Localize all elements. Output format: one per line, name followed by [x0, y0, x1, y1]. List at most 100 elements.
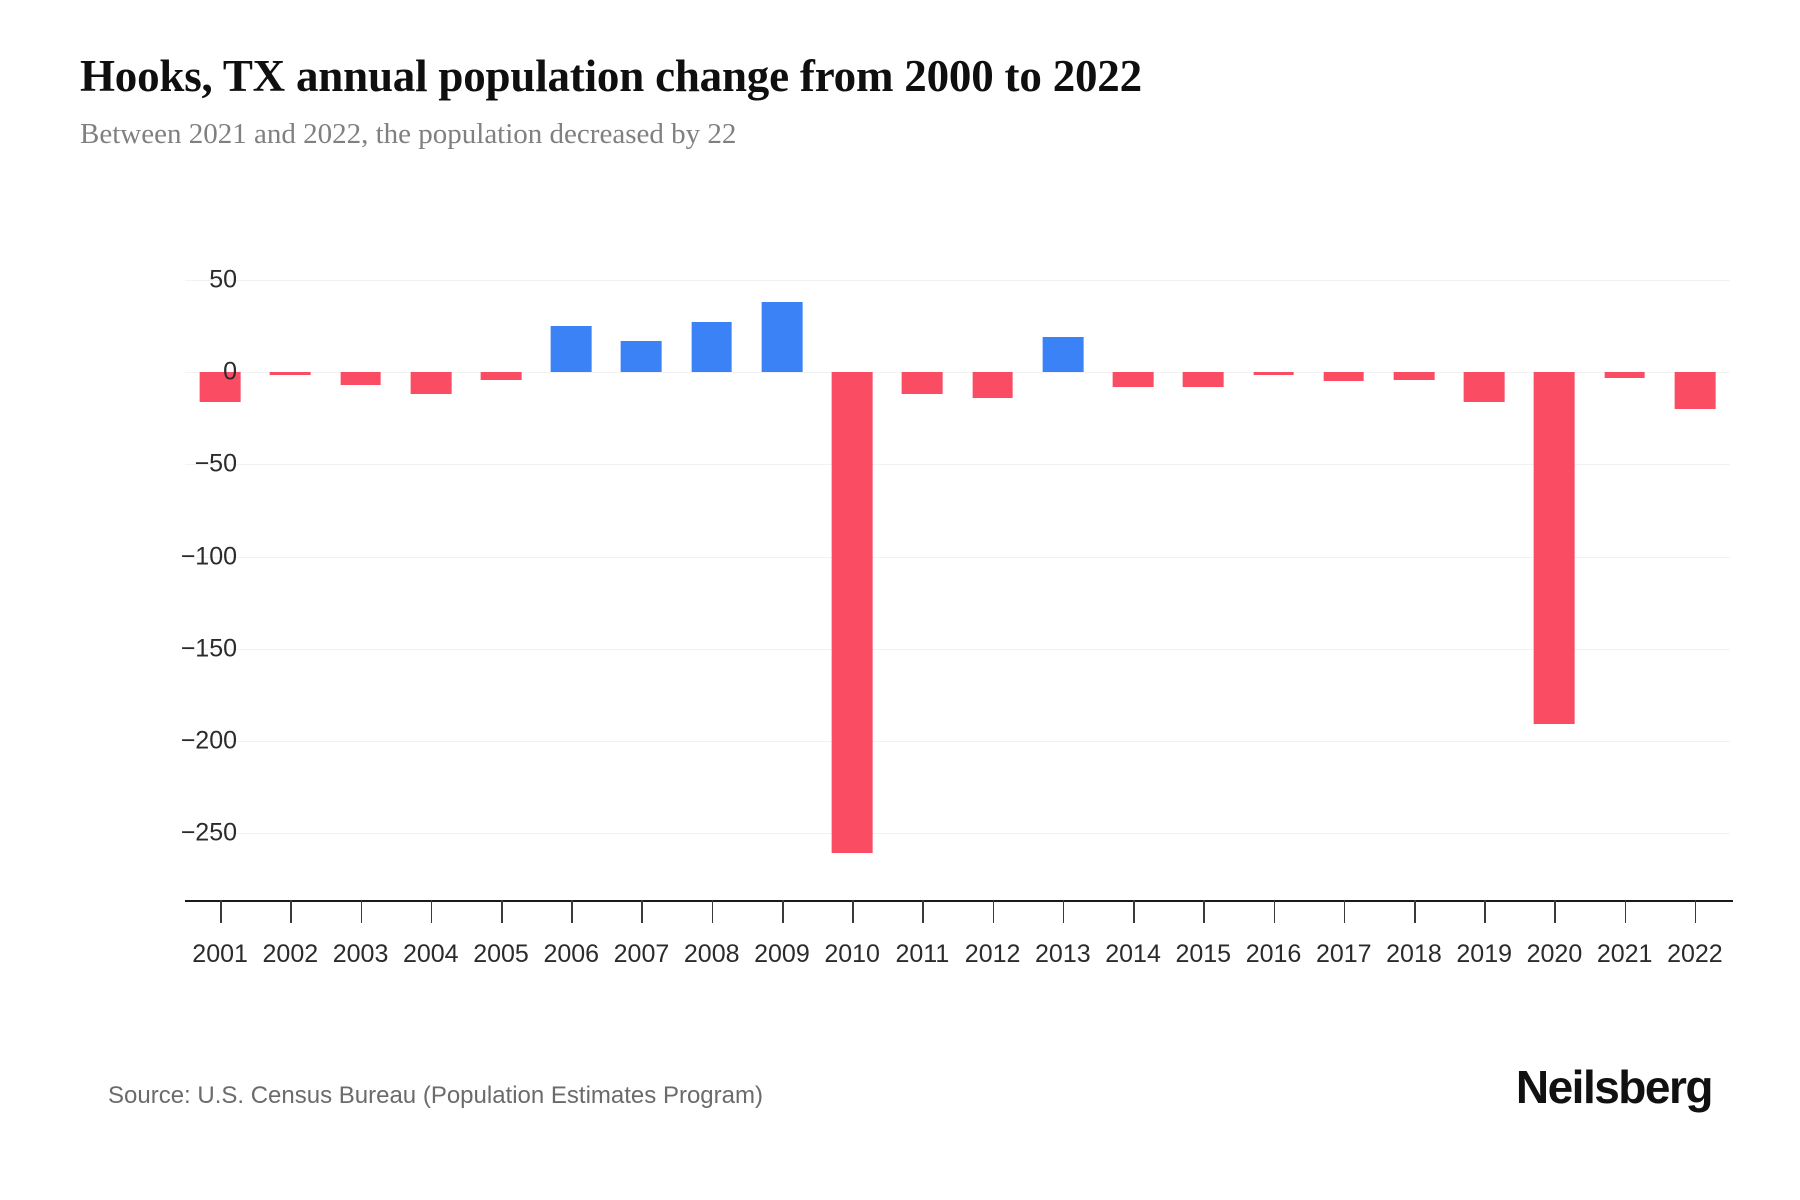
bar[interactable]	[1604, 372, 1645, 378]
bar-slot	[817, 280, 887, 870]
gridline	[185, 833, 1730, 835]
bar[interactable]	[410, 372, 452, 395]
bar-slot	[255, 280, 325, 870]
x-axis-tick-label: 2012	[964, 940, 1021, 968]
brand-logo: Neilsberg	[1515, 1061, 1714, 1113]
bar-slot	[887, 280, 957, 870]
bar[interactable]	[1534, 372, 1575, 725]
y-axis-tick-label: 0	[223, 357, 237, 386]
x-axis-tick-label: 2011	[895, 940, 950, 968]
x-axis-tick-label: 2019	[1456, 940, 1513, 968]
x-axis-tick-mark	[360, 900, 363, 923]
page-subtitle: Between 2021 and 2022, the population de…	[80, 118, 737, 150]
x-axis-tick-mark	[1273, 900, 1276, 923]
x-axis-tick-mark	[571, 900, 573, 923]
x-axis-tick-mark	[781, 900, 784, 923]
x-axis-tick-label: 2003	[332, 940, 389, 968]
bar-slot	[1519, 280, 1589, 870]
bar[interactable]	[1112, 372, 1154, 387]
gridline	[185, 556, 1730, 558]
x-axis-tick-mark	[220, 900, 222, 923]
x-axis-tick-mark	[852, 900, 854, 923]
x-axis-tick-label: 2016	[1245, 940, 1302, 968]
bar[interactable]	[550, 326, 592, 373]
gridline	[185, 372, 1730, 374]
x-axis-tick-label: 2015	[1175, 940, 1232, 968]
x-axis-tick-label: 2021	[1596, 940, 1653, 968]
x-axis-tick-label: 2020	[1526, 940, 1583, 968]
gridline	[185, 464, 1730, 466]
bar-slot	[1238, 280, 1308, 870]
bar[interactable]	[1042, 337, 1084, 373]
y-axis-tick-label: −200	[180, 726, 237, 755]
x-axis-tick-mark	[711, 900, 714, 923]
bar[interactable]	[1323, 372, 1365, 382]
bar-slot	[1098, 280, 1168, 870]
bar[interactable]	[480, 372, 522, 380]
page-title: Hooks, TX annual population change from …	[80, 51, 1142, 101]
bar[interactable]	[831, 372, 873, 854]
x-axis-tick-label: 2018	[1386, 940, 1442, 968]
bar-slot	[677, 280, 747, 870]
bar-slot	[185, 280, 255, 870]
x-axis-tick-label: 2009	[754, 940, 810, 968]
x-axis-tick-label: 2004	[402, 940, 459, 968]
x-axis-tick-label: 2006	[543, 940, 600, 968]
bar[interactable]	[1253, 372, 1294, 375]
bar-slot	[396, 280, 466, 870]
x-axis-tick-mark	[290, 900, 292, 923]
x-axis-tick-mark	[1343, 900, 1346, 923]
bar-series	[185, 280, 1730, 870]
x-axis-tick-mark	[1554, 900, 1557, 923]
bar[interactable]	[1182, 372, 1224, 387]
y-axis-tick-label: −50	[194, 449, 237, 478]
bar-slot	[747, 280, 817, 870]
x-axis-tick-label: 2022	[1667, 940, 1723, 968]
x-axis-tick-label: 2010	[824, 940, 880, 968]
bar-slot	[958, 280, 1028, 870]
bar-slot	[1660, 280, 1730, 870]
bar-slot	[536, 280, 606, 870]
bar[interactable]	[902, 372, 943, 395]
x-axis-tick-mark	[1484, 900, 1486, 923]
y-axis-tick-label: −150	[180, 634, 237, 663]
bar[interactable]	[761, 302, 803, 373]
x-axis-tick-mark	[992, 900, 995, 923]
bar-slot	[1028, 280, 1098, 870]
bar[interactable]	[1674, 372, 1716, 410]
bar-slot	[606, 280, 676, 870]
bar[interactable]	[1393, 372, 1435, 380]
x-axis-tick-mark	[922, 900, 924, 923]
bar-slot	[1309, 280, 1379, 870]
x-axis-tick-label: 2007	[613, 940, 670, 968]
gridline	[185, 740, 1730, 742]
bar[interactable]	[340, 372, 381, 386]
x-axis-tick-mark	[641, 900, 644, 923]
bar-slot	[1449, 280, 1519, 870]
bar[interactable]	[1463, 372, 1505, 402]
x-axis-tick-mark	[1624, 900, 1627, 923]
bar[interactable]	[199, 372, 241, 402]
x-axis-line	[185, 900, 1733, 902]
bar-slot	[1590, 280, 1660, 870]
x-axis-tick-mark	[1133, 900, 1135, 923]
y-axis-tick-label: −250	[180, 818, 237, 847]
bar[interactable]	[972, 372, 1013, 398]
bar[interactable]	[621, 340, 662, 373]
x-axis-tick-label: 2002	[262, 940, 319, 968]
gridline	[185, 648, 1730, 650]
gridline	[185, 280, 1730, 281]
bar[interactable]	[269, 372, 311, 375]
y-axis-tick-label: −100	[180, 542, 237, 571]
y-axis-tick-label: 50	[209, 265, 237, 294]
x-axis-tick-label: 2013	[1035, 940, 1091, 968]
bar[interactable]	[691, 322, 733, 373]
bar-slot	[1168, 280, 1238, 870]
bar-slot	[325, 280, 395, 870]
x-axis-tick-label: 2014	[1105, 940, 1161, 968]
x-axis-tick-mark	[1203, 900, 1205, 923]
bar-slot	[1379, 280, 1449, 870]
source-note: Source: U.S. Census Bureau (Population E…	[108, 1082, 763, 1109]
bar-slot	[466, 280, 536, 870]
